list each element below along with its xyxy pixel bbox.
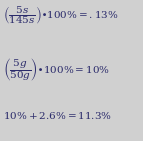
Text: $\left(\dfrac{5s}{145s}\right)\!\bullet\!100\% = .13\%$: $\left(\dfrac{5s}{145s}\right)\!\bullet\…: [3, 4, 118, 26]
Text: $\left(\dfrac{5g}{50g}\right)\!\bullet\!100\% = 10\%$: $\left(\dfrac{5g}{50g}\right)\!\bullet\!…: [3, 56, 110, 83]
Text: $10\% + 2.6\% = 11.3\%$: $10\% + 2.6\% = 11.3\%$: [3, 110, 112, 121]
